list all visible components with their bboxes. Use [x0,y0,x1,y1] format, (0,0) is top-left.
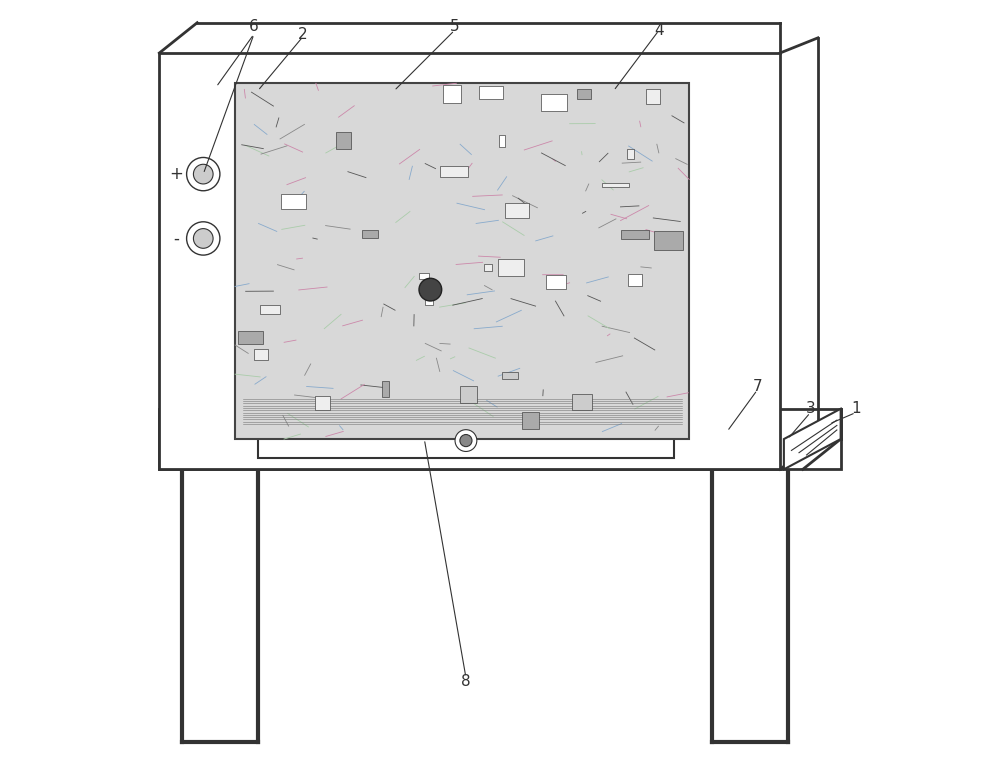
Bar [628,273,642,286]
Bar [238,331,263,344]
Bar [382,382,389,397]
Bar [654,231,683,250]
Bar [541,94,567,111]
Bar [498,259,524,276]
Bar [315,395,330,410]
Bar [260,305,280,314]
Bar [362,230,378,238]
Bar [484,263,492,271]
Text: 3: 3 [805,401,815,416]
Bar [572,394,592,410]
Text: 1: 1 [851,401,861,416]
Bar [479,86,503,99]
Text: 7: 7 [753,378,762,394]
Circle shape [193,229,213,248]
Circle shape [187,222,220,255]
Bar [627,149,634,159]
Text: 2: 2 [298,26,308,42]
Circle shape [187,157,220,191]
Text: 5: 5 [450,19,459,34]
Circle shape [460,435,472,447]
Bar [502,372,518,378]
Polygon shape [784,409,841,469]
Bar [159,409,841,469]
Text: 6: 6 [249,19,259,34]
Bar [621,230,649,239]
Bar [425,290,433,305]
Bar [235,83,689,439]
Circle shape [193,164,213,184]
Bar [522,412,539,429]
Circle shape [419,279,442,301]
Circle shape [455,430,477,451]
Bar [577,89,591,99]
Bar [254,348,268,360]
Text: 4: 4 [654,23,664,38]
Bar [602,182,629,187]
Text: +: + [169,165,183,183]
Bar [443,85,461,104]
Bar [258,424,674,458]
Bar [281,194,306,209]
Bar [336,132,351,148]
Text: -: - [173,229,179,248]
Bar [646,89,660,104]
Bar [419,273,429,279]
Bar [546,276,566,289]
Bar [440,166,468,177]
Bar [460,385,477,403]
Bar [499,136,505,147]
Bar [159,53,780,469]
Text: 8: 8 [461,674,471,689]
Bar [505,203,529,218]
